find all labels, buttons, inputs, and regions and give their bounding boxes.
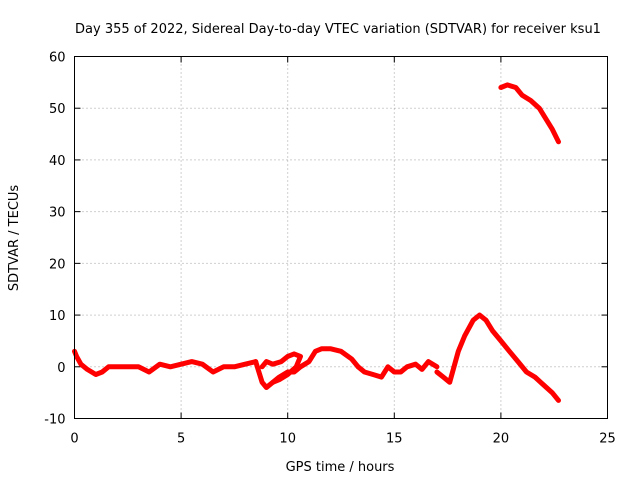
y-tick-label: 50 [49, 102, 66, 117]
x-tick-label: 25 [599, 432, 616, 447]
x-tick-label: 5 [177, 432, 185, 447]
series-line-1 [72, 348, 259, 377]
y-axis-label: SDTVAR / TECUs [7, 185, 22, 292]
y-tick-label: 40 [49, 154, 66, 169]
chart-title: Day 355 of 2022, Sidereal Day-to-day VTE… [75, 22, 601, 37]
plot-frame [74, 56, 608, 419]
series-line-6 [498, 82, 561, 145]
y-tick-label: 10 [49, 309, 66, 324]
x-tick-label: 10 [279, 432, 296, 447]
y-tick-label: 60 [49, 51, 66, 66]
y-tick-label: 20 [49, 257, 66, 272]
series-line-4 [355, 359, 440, 380]
tick-layer: 0 5 10 15 20 25 -10 0 10 20 30 40 50 60 [44, 51, 616, 447]
x-tick-label: 20 [493, 432, 510, 447]
grid-layer [74, 56, 608, 419]
y-tick-label: 30 [49, 206, 66, 221]
x-axis-label: GPS time / hours [286, 460, 395, 475]
x-tick-label: 15 [386, 432, 403, 447]
y-tick-label: -10 [44, 413, 65, 428]
series-layer [72, 82, 561, 403]
series-line-5 [434, 312, 561, 403]
y-tick-label: 0 [57, 361, 65, 376]
series-line-3 [259, 351, 303, 385]
x-tick-label: 0 [70, 432, 78, 447]
series-line-2 [253, 346, 361, 390]
